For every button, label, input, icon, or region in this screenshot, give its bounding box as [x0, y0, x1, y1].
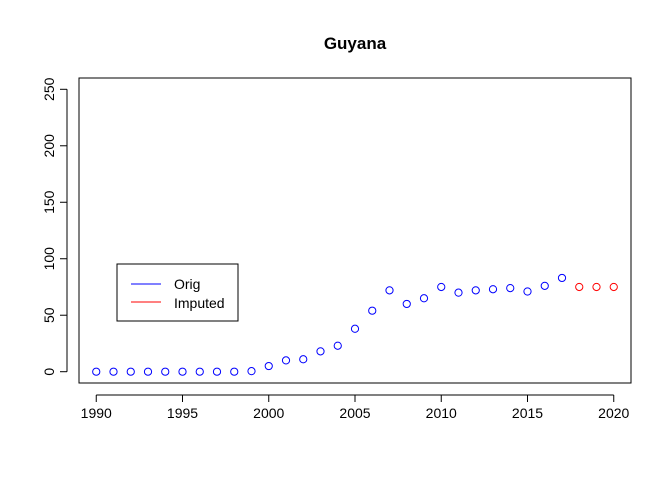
y-tick-label: 250 [41, 77, 57, 101]
data-point-orig [281, 356, 291, 365]
x-axis: 1990 1995 2000 2005 2010 2015 2020 [81, 394, 630, 421]
x-tick-label: 2005 [339, 405, 370, 421]
y-tick-label: 50 [41, 307, 57, 323]
y-tick-label: 150 [41, 190, 57, 214]
data-point-orig [350, 324, 360, 333]
y-axis: 0 50 100 150 200 250 [41, 77, 68, 376]
x-tick-label: 2010 [426, 405, 457, 421]
legend-box [116, 263, 239, 322]
data-point-orig [333, 341, 342, 350]
chart-title: Guyana [324, 34, 387, 53]
legend-label-orig: Orig [174, 276, 200, 292]
x-tick-label: 2000 [253, 405, 284, 421]
x-tick-label: 2015 [512, 405, 543, 421]
data-point-orig [143, 367, 153, 376]
data-point-imputed [592, 282, 601, 292]
data-point-orig [92, 367, 101, 376]
plot-frame [78, 77, 632, 384]
x-tick-label: 1990 [81, 405, 112, 421]
legend: Orig Imputed [116, 263, 239, 322]
data-point-orig [523, 287, 532, 296]
data-point-orig [368, 306, 377, 315]
data-point-orig [402, 299, 411, 309]
legend-label-imputed: Imputed [174, 295, 225, 311]
data-point-orig [264, 361, 273, 371]
data-point-orig [437, 282, 446, 292]
data-point-imputed [609, 282, 618, 292]
data-point-orig [109, 367, 118, 376]
data-point-orig [506, 284, 515, 293]
data-point-orig [212, 367, 222, 376]
data-points [92, 273, 618, 376]
data-point-orig [385, 286, 394, 295]
data-point-orig [230, 367, 239, 376]
data-point-orig [316, 347, 325, 356]
data-point-orig [247, 367, 256, 376]
data-point-orig [471, 286, 480, 295]
data-point-orig [161, 367, 170, 376]
data-point-orig [540, 281, 549, 290]
data-point-orig [488, 285, 498, 294]
data-point-imputed [575, 282, 584, 292]
data-point-orig [195, 367, 204, 376]
data-point-orig [178, 367, 187, 376]
y-tick-label: 200 [41, 134, 57, 158]
data-point-orig [299, 355, 308, 364]
data-point-orig [419, 294, 429, 303]
data-point-orig [454, 288, 463, 297]
data-point-orig [557, 273, 567, 283]
x-tick-label: 2020 [598, 405, 629, 421]
y-tick-label: 0 [41, 368, 57, 376]
x-tick-label: 1995 [167, 405, 198, 421]
data-point-orig [126, 367, 135, 376]
y-tick-label: 100 [41, 247, 57, 271]
